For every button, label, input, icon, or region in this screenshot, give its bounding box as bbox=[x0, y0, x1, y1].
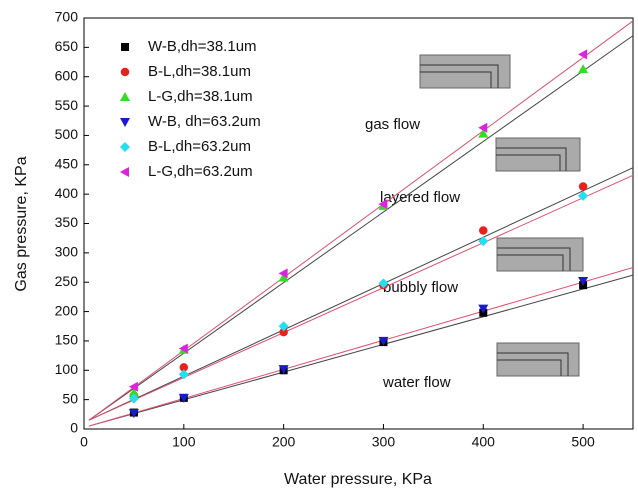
annotation: layered flow bbox=[380, 189, 460, 206]
y-tick-label: 150 bbox=[55, 332, 79, 348]
point bbox=[578, 190, 589, 201]
point bbox=[478, 236, 489, 247]
x-tick-label: 300 bbox=[372, 434, 396, 450]
legend-marker bbox=[120, 118, 130, 127]
y-axis-title: Gas pressure, KPa bbox=[13, 156, 30, 291]
x-tick-label: 400 bbox=[472, 434, 496, 450]
point bbox=[178, 343, 188, 354]
y-tick-label: 300 bbox=[55, 244, 79, 260]
legend-marker bbox=[120, 142, 130, 152]
y-tick-label: 650 bbox=[55, 38, 79, 54]
y-tick-label: 50 bbox=[62, 390, 78, 406]
point bbox=[279, 327, 288, 337]
point bbox=[278, 321, 289, 332]
legend-label: L-G,dh=38.1um bbox=[148, 88, 253, 105]
y-tick-label: 700 bbox=[55, 9, 79, 25]
y-tick-label: 400 bbox=[55, 185, 79, 201]
point bbox=[128, 387, 139, 397]
point bbox=[278, 268, 288, 279]
legend-marker bbox=[121, 43, 129, 51]
fit-line bbox=[88, 167, 634, 421]
point bbox=[578, 64, 589, 74]
inset-image bbox=[497, 352, 569, 376]
legend-marker bbox=[120, 92, 130, 101]
point bbox=[128, 409, 139, 419]
y-tick-label: 0 bbox=[70, 420, 78, 436]
annotation: gas flow bbox=[365, 116, 420, 133]
point bbox=[178, 369, 189, 380]
legend-label: L-G,dh=63.2um bbox=[148, 163, 253, 180]
inset-image bbox=[420, 64, 499, 88]
point bbox=[278, 365, 289, 375]
x-tick-label: 500 bbox=[571, 434, 595, 450]
annotation: bubbly flow bbox=[383, 279, 458, 296]
point bbox=[479, 226, 488, 235]
point bbox=[478, 128, 489, 138]
y-tick-label: 200 bbox=[55, 302, 79, 318]
point bbox=[278, 272, 289, 282]
annotation: water flow bbox=[382, 374, 451, 391]
point bbox=[128, 381, 138, 392]
point bbox=[128, 393, 139, 404]
y-tick-label: 600 bbox=[55, 67, 79, 83]
legend-label: B-L,dh=38.1um bbox=[148, 63, 251, 80]
x-axis-title: Water pressure, KPa bbox=[284, 471, 432, 488]
x-tick-label: 0 bbox=[80, 434, 88, 450]
y-tick-label: 350 bbox=[55, 214, 79, 230]
fit-line bbox=[88, 174, 634, 421]
x-tick-label: 100 bbox=[172, 434, 196, 450]
point bbox=[378, 278, 389, 289]
point bbox=[478, 304, 489, 314]
y-tick-label: 250 bbox=[55, 273, 79, 289]
inset-image bbox=[497, 247, 571, 271]
y-tick-label: 100 bbox=[55, 361, 79, 377]
point bbox=[478, 122, 488, 133]
point bbox=[578, 277, 589, 287]
point bbox=[578, 182, 588, 191]
point bbox=[578, 49, 588, 60]
y-tick-label: 550 bbox=[55, 97, 79, 113]
point bbox=[378, 199, 388, 210]
point bbox=[378, 336, 389, 346]
legend-label: W-B,dh=38.1um bbox=[148, 38, 257, 55]
point bbox=[178, 393, 189, 403]
legend-marker bbox=[120, 167, 129, 177]
fit-line bbox=[88, 35, 634, 421]
legend-label: B-L,dh=63.2um bbox=[148, 138, 251, 155]
point bbox=[179, 363, 189, 372]
fit-line bbox=[88, 274, 634, 427]
x-tick-label: 200 bbox=[272, 434, 296, 450]
inset-image bbox=[496, 147, 567, 171]
y-tick-label: 500 bbox=[55, 126, 79, 142]
fit-line bbox=[88, 267, 634, 427]
y-tick-label: 450 bbox=[55, 155, 79, 171]
legend-label: W-B, dh=63.2um bbox=[148, 113, 261, 130]
legend-marker bbox=[120, 67, 130, 77]
